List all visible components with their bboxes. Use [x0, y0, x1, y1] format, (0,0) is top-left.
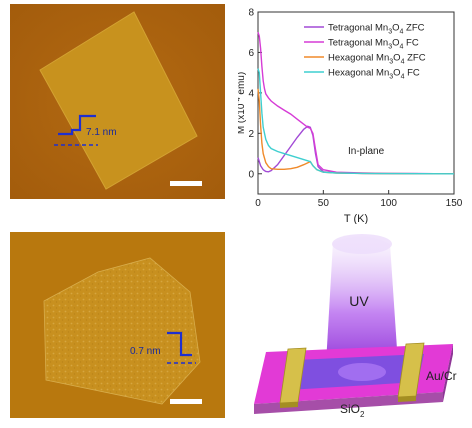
legend-entry-0: Tetragonal Mn3O4 ZFC: [328, 23, 425, 36]
electrode-label: Au/Cr: [426, 369, 457, 383]
x-tick-label: 100: [380, 198, 397, 209]
electrode-left-side: [280, 402, 298, 408]
afm-image-thick-flake: 7.1 nm: [10, 4, 225, 199]
height-profile-line: [167, 331, 192, 357]
x-tick-label: 50: [318, 198, 330, 209]
uv-beam: [326, 236, 398, 364]
step-height-label: 7.1 nm: [86, 127, 117, 138]
flake-region: [43, 257, 201, 405]
illuminated-spot: [338, 363, 386, 381]
y-axis-label-exp: -4: [238, 97, 242, 103]
series-line-3: [257, 68, 455, 175]
uv-beam-top: [332, 234, 392, 254]
legend-entry-1: Tetragonal Mn3O4 FC: [328, 38, 419, 51]
x-tick-label: 0: [255, 198, 261, 209]
series-layer: [257, 31, 455, 175]
y-tick-label: 2: [248, 129, 254, 140]
substrate-side-face: [443, 344, 453, 402]
device-schematic: UV Au/Cr SiO2: [254, 234, 457, 419]
scale-bar: [170, 181, 202, 186]
plot-frame: [257, 11, 455, 195]
y-tick-label: 6: [248, 48, 254, 59]
substrate-label-sub: 2: [360, 410, 365, 419]
y-tick-label: 4: [248, 88, 254, 99]
x-tick-label: 150: [446, 198, 463, 209]
series-line-2: [257, 88, 455, 175]
y-axis-label: M (x10-4 emu): [238, 72, 247, 134]
afm-image-thin-flake: 0.7 nm: [10, 232, 225, 418]
flake-region: [39, 11, 198, 190]
height-profile-line: [58, 114, 96, 136]
step-height-label: 0.7 nm: [130, 346, 161, 357]
scale-bar: [170, 399, 202, 404]
legend-entry-2: Hexagonal Mn3O4 ZFC: [328, 53, 426, 66]
x-axis-ticks: 0 50 100 150: [255, 190, 463, 209]
substrate-label: SiO2: [340, 402, 365, 419]
y-tick-label: 0: [248, 169, 254, 180]
substrate-label-main: SiO: [340, 402, 360, 416]
electrode-right-side: [398, 396, 416, 402]
x-axis-label: T (K): [344, 213, 368, 224]
y-axis-label-prefix: M (x10: [238, 103, 247, 134]
uv-label: UV: [349, 293, 369, 309]
y-tick-label: 8: [248, 8, 254, 19]
chart-annotation: In-plane: [348, 146, 385, 157]
legend-entry-3: Hexagonal Mn3O4 FC: [328, 68, 420, 81]
series-line-1: [257, 31, 455, 175]
substrate-front-face: [254, 392, 443, 414]
y-axis-label-suffix: emu): [238, 72, 247, 98]
legend: Tetragonal Mn3O4 ZFC Tetragonal Mn3O4 FC H…: [304, 23, 426, 81]
